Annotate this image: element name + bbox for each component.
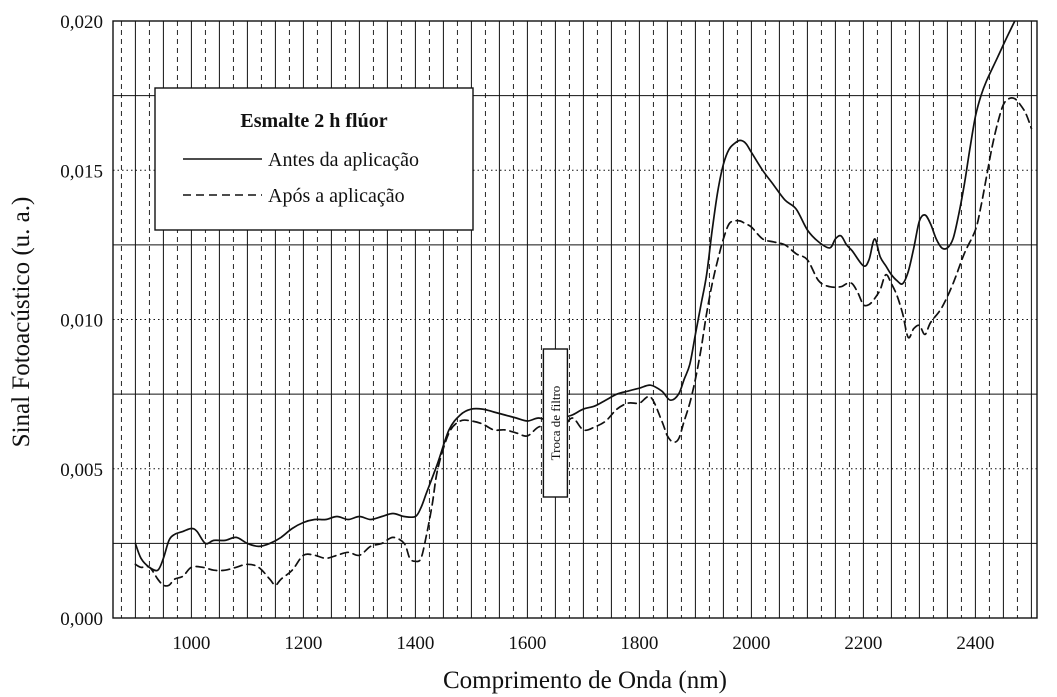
- annotation-troca-de-filtro: Troca de filtro: [543, 349, 567, 497]
- y-tick-label: 0,015: [60, 161, 103, 182]
- y-axis-label: Sinal Fotoacústico (u. a.): [8, 197, 35, 448]
- x-tick-label: 1800: [620, 633, 658, 654]
- annotation-text: Troca de filtro: [548, 386, 563, 461]
- y-tick-label: 0,010: [60, 311, 103, 332]
- legend-title: Esmalte 2 h flúor: [240, 110, 387, 132]
- y-tick-label: 0,020: [60, 12, 103, 33]
- x-tick-label: 1400: [396, 633, 434, 654]
- y-tick-label: 0,005: [60, 460, 103, 481]
- x-tick-label: 2000: [732, 633, 770, 654]
- x-tick-label: 1200: [284, 633, 322, 654]
- legend-label-antes: Antes da aplicação: [268, 149, 419, 171]
- x-tick-label: 1600: [508, 633, 546, 654]
- x-tick-label: 2200: [844, 633, 882, 654]
- x-tick-label: 2400: [956, 633, 994, 654]
- legend-label-apos: Após a aplicação: [268, 185, 405, 207]
- legend: Esmalte 2 h flúor Antes da aplicação Apó…: [155, 88, 473, 230]
- x-axis-label: Comprimento de Onda (nm): [443, 667, 727, 694]
- x-tick-label: 1000: [172, 633, 210, 654]
- y-tick-label: 0,000: [60, 609, 103, 630]
